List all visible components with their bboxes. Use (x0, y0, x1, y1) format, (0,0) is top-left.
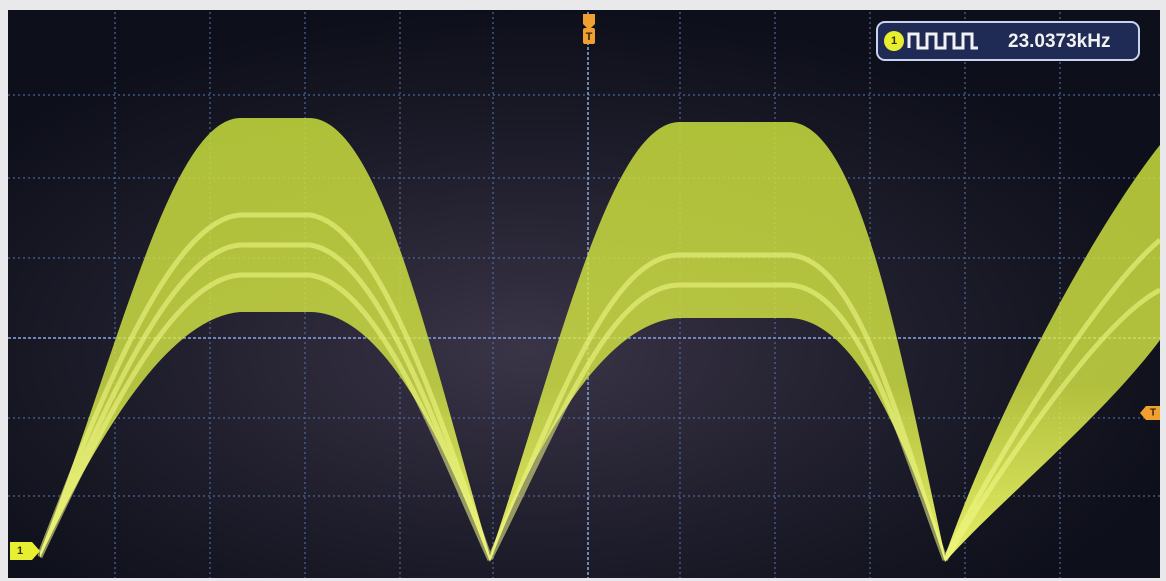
trigger-position: T (583, 14, 595, 44)
waveform-envelope (40, 118, 1160, 562)
trigger-level-label: T (1150, 408, 1156, 419)
channel-marker: 1 (10, 542, 40, 560)
channel-marker-label: 1 (17, 545, 23, 557)
readout-channel: 1 (891, 35, 897, 47)
trigger-position-label: T (586, 31, 593, 43)
frequency-readout: 1 23.0373kHz (876, 21, 1140, 61)
waveform-bright-bands (37, 212, 1162, 562)
trigger-level: T (1140, 406, 1160, 420)
readout-value: 23.0373kHz (1008, 31, 1110, 52)
